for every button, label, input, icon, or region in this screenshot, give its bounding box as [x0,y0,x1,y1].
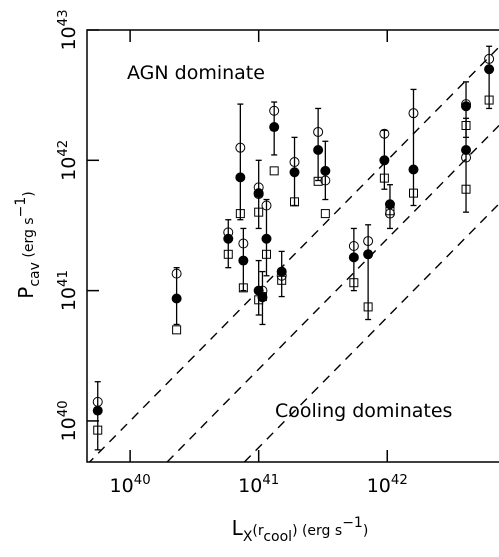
point [276,270,287,281]
point [257,285,268,296]
point [461,184,471,194]
point [261,249,271,259]
point [484,95,494,105]
point [461,152,472,163]
point [269,122,280,133]
point [269,166,279,176]
x-axis-label: LX(rcool) (erg s−1) [232,515,369,545]
point [313,144,324,155]
point [257,292,267,302]
point [277,275,287,285]
x-tick-label: 1041​ [238,473,279,497]
point [461,120,471,130]
point [461,144,472,155]
point [92,405,103,416]
y-tick-label: 1040​ [56,400,80,441]
point [92,396,103,407]
point [261,233,272,244]
point [238,238,249,249]
point [238,255,249,266]
reference-line [243,203,499,462]
point [269,105,280,116]
point [363,302,373,312]
point [363,236,374,247]
y-tick-label: 1042​ [56,140,80,181]
point [320,175,331,186]
point [408,108,419,119]
point [93,425,103,435]
point [223,249,233,259]
reference-line [88,46,499,462]
point [363,249,374,260]
point [379,128,390,139]
y-tick-label: 1041​ [56,270,80,311]
point [290,197,300,207]
point [235,172,246,183]
x-tick-label: 1040​ [110,473,151,497]
point [461,99,472,110]
point [385,206,395,216]
point [254,207,264,217]
point [408,188,418,198]
annotation: Cooling dominates [275,400,452,422]
y-axis-label: Pcav (erg s−1) [13,191,43,298]
point [235,209,245,219]
point [289,157,300,168]
point [408,164,419,175]
point [348,252,359,263]
point [253,182,264,193]
point [313,126,324,137]
x-tick-label: 1042​ [367,473,408,497]
point [348,241,359,251]
point [223,227,234,238]
point [289,167,300,178]
point [320,209,330,219]
point [172,325,182,335]
point [171,268,182,279]
point [320,165,331,176]
point [235,142,246,153]
point [253,189,264,200]
point [349,278,359,288]
point [379,173,389,183]
plot-area [88,45,499,462]
point [313,176,323,186]
point [171,293,182,304]
point [484,64,495,75]
point [461,101,472,112]
point [238,283,248,293]
point [261,200,272,211]
y-tick-label: 1043​ [56,9,80,50]
annotation: AGN dominate [127,62,265,84]
plot-frame [86,29,499,463]
point [379,155,390,166]
point [484,53,495,64]
